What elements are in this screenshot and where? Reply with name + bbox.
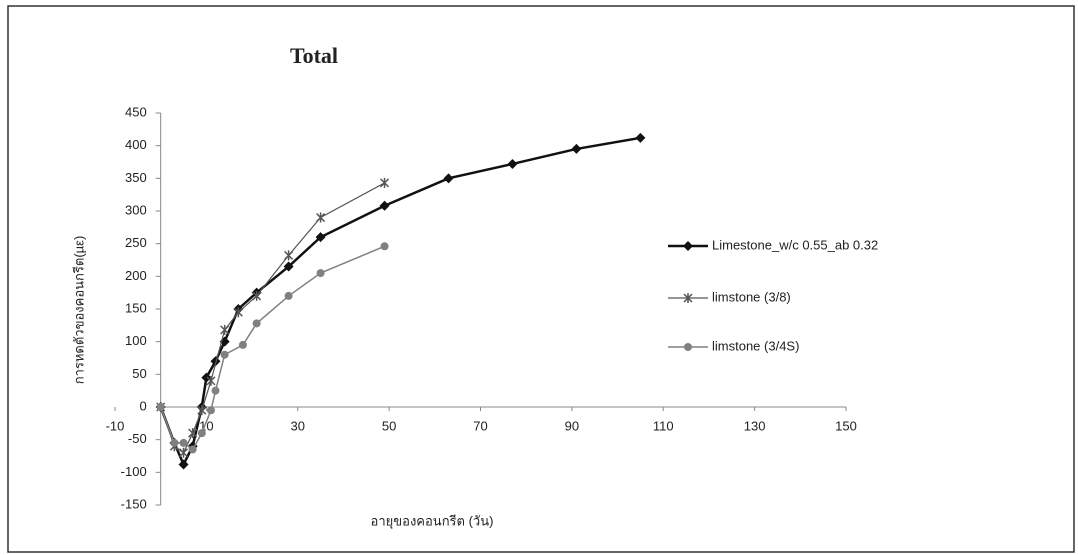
y-tick-label: 200 [125, 268, 147, 283]
y-tick-label: 350 [125, 170, 147, 185]
x-tick-label: 110 [653, 418, 674, 433]
x-tick-label: 150 [835, 418, 857, 433]
chart: Total อายุของคอนกรีต (วัน) การหดตัวของคอ… [0, 0, 1078, 555]
y-tick-label: 50 [132, 366, 146, 381]
marker [234, 307, 242, 317]
y-tick-label: 250 [125, 235, 147, 250]
y-tick-label: -50 [128, 431, 147, 446]
y-tick-label: 0 [139, 398, 146, 413]
x-tick-label: 70 [473, 418, 487, 433]
marker [212, 387, 220, 395]
marker [444, 173, 454, 183]
marker [221, 351, 229, 359]
legend-label: Limestone_w/c 0.55_ab 0.32 [712, 237, 878, 252]
y-tick-label: -100 [121, 464, 147, 479]
marker [207, 406, 215, 414]
marker [180, 448, 188, 458]
marker [381, 178, 389, 188]
chart-title: Total [290, 43, 338, 68]
marker [189, 445, 197, 453]
marker [285, 250, 293, 260]
marker [380, 201, 390, 211]
marker [179, 459, 189, 469]
series-line [161, 138, 641, 465]
legend-label: limstone (3/8) [712, 289, 791, 304]
y-tick-label: 300 [125, 202, 147, 217]
marker [170, 439, 178, 447]
marker [635, 133, 645, 143]
x-tick-label: 30 [291, 418, 305, 433]
x-axis-label: อายุของคอนกรีต (วัน) [371, 513, 494, 529]
marker [157, 403, 165, 411]
y-axis-label: การหดตัวของคอนกรีต(µε) [71, 236, 86, 385]
marker [207, 376, 215, 386]
marker [239, 341, 247, 349]
marker [317, 213, 325, 223]
y-tick-label: 150 [125, 300, 147, 315]
marker [180, 439, 188, 447]
marker [198, 405, 206, 415]
frame [8, 6, 1074, 552]
legend-label: limstone (3/4S) [712, 338, 799, 353]
marker [285, 292, 293, 300]
marker [221, 325, 229, 335]
x-tick-label: 50 [382, 418, 396, 433]
series-line [161, 246, 385, 449]
legend-marker [684, 343, 692, 351]
marker [571, 144, 581, 154]
y-tick-label: -150 [121, 496, 147, 511]
marker [381, 242, 389, 250]
x-tick-label: -10 [106, 418, 125, 433]
marker [507, 159, 517, 169]
y-tick-label: 450 [125, 104, 147, 119]
legend-marker [683, 241, 693, 251]
marker [253, 319, 261, 327]
y-tick-label: 400 [125, 137, 147, 152]
y-tick-label: 100 [125, 333, 147, 348]
marker [198, 429, 206, 437]
x-tick-label: 130 [744, 418, 766, 433]
marker [317, 269, 325, 277]
x-tick-label: 90 [565, 418, 579, 433]
